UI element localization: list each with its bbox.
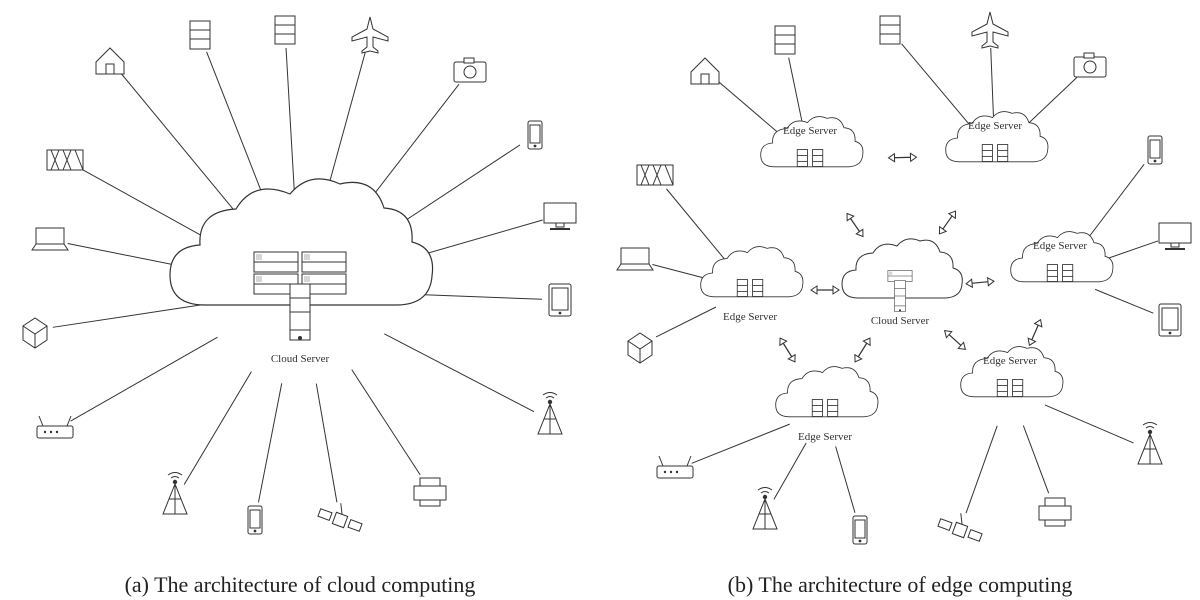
house-icon [691,58,719,84]
airplane-icon [972,12,1008,48]
edge-server-node: Edge Server [701,247,803,323]
caption-right: (b) The architecture of edge computing [600,572,1200,598]
phone-icon [1148,136,1162,164]
printer-icon [414,478,446,506]
server-small-icon [190,21,210,49]
caption-left: (a) The architecture of cloud computing [0,572,600,598]
edge-server-node: Edge Server [961,347,1063,397]
cloud-diagram-svg: Cloud Server [0,0,600,560]
figure-container: Cloud Server (a) The architecture of clo… [0,0,1200,600]
monitor-icon [1159,223,1191,249]
panel-cloud-computing: Cloud Server (a) The architecture of clo… [0,0,600,600]
svg-text:Edge Server: Edge Server [783,125,837,137]
antenna-icon [1138,423,1162,465]
antenna-icon [538,393,562,435]
switch-icon [47,150,83,170]
cube-icon [628,333,652,363]
server-small-icon [775,26,795,54]
svg-text:Cloud Server: Cloud Server [871,315,930,327]
svg-text:Edge Server: Edge Server [723,311,777,323]
router-icon [657,456,693,478]
antenna-icon [163,473,187,515]
phone-icon [853,516,867,544]
phone-icon [528,121,542,149]
laptop-icon [617,248,653,270]
printer-icon [1039,498,1071,526]
antenna-icon [753,488,777,530]
camera-icon [454,58,486,82]
panel-edge-computing: Cloud Server Edge Server Edge Server Edge … [600,0,1200,600]
switch-icon [637,165,673,185]
airplane-icon [352,17,388,53]
edge-server-node: Edge Server [776,367,878,443]
svg-text:Edge Server: Edge Server [1033,240,1087,252]
server-small-icon [880,16,900,44]
phone-icon [248,506,262,534]
edge-server-node: Edge Server [761,117,863,167]
edge-server-node: Edge Server [1011,232,1113,282]
laptop-icon [32,228,68,250]
svg-text:Edge Server: Edge Server [968,120,1022,132]
svg-text:Edge Server: Edge Server [983,355,1037,367]
camera-icon [1074,53,1106,77]
satellite-icon [938,513,982,541]
edge-diagram-svg: Cloud Server Edge Server Edge Server Edge … [600,0,1200,560]
satellite-icon [318,503,362,531]
tablet-icon [549,284,571,316]
server-small-icon [275,16,295,44]
monitor-icon [544,203,576,229]
house-icon [96,48,124,74]
tablet-icon [1159,304,1181,336]
svg-text:Cloud Server: Cloud Server [271,353,330,365]
router-icon [37,416,73,438]
svg-text:Edge Server: Edge Server [798,431,852,443]
cube-icon [23,318,47,348]
